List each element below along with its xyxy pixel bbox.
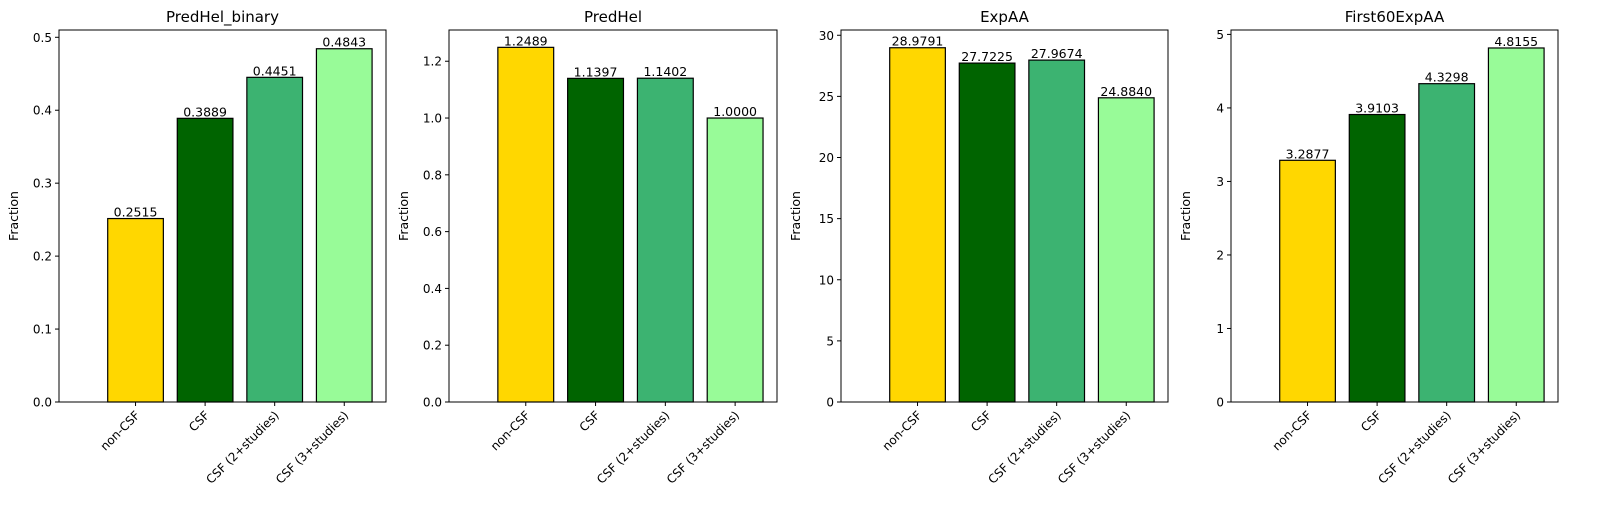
bar-value-label: 0.3889 xyxy=(183,104,227,119)
y-tick-label: 30 xyxy=(819,29,834,43)
x-tick-label: non-CSF xyxy=(488,408,533,453)
bar-4 xyxy=(706,117,764,403)
chart-title: PredHel xyxy=(584,8,642,26)
y-tick-label: 5 xyxy=(1216,28,1224,42)
bar-3 xyxy=(636,77,694,403)
bar-4 xyxy=(1097,97,1155,403)
bar-3 xyxy=(1028,59,1086,403)
x-tick-label: CSF xyxy=(577,408,603,434)
axes-frame xyxy=(840,29,1169,403)
bar-value-label: 28.9791 xyxy=(892,34,944,49)
x-tick-label: CSF (2+studies) xyxy=(985,408,1063,486)
bar-2 xyxy=(958,62,1016,403)
bar-value-label: 4.3298 xyxy=(1425,70,1469,85)
bar-2 xyxy=(1348,113,1406,403)
chart-panel-4: 3.2877 3.9103 4.3298 4.8155 0 1 2 3 4 5 non-CSF CSF… xyxy=(1178,8,1559,487)
y-tick-label: 4 xyxy=(1216,101,1224,115)
bar-value-label: 0.4843 xyxy=(322,35,366,50)
chart-title: PredHel_binary xyxy=(166,8,279,27)
x-tick-label: CSF (3+studies) xyxy=(1055,408,1133,486)
bar-value-label: 24.8840 xyxy=(1100,84,1152,99)
bar-value-label: 1.2489 xyxy=(504,33,548,48)
y-tick-label: 0.6 xyxy=(423,225,442,239)
y-axis-label: Fraction xyxy=(396,191,411,241)
x-tick-label: CSF (3+studies) xyxy=(1445,408,1523,486)
y-tick-label: 15 xyxy=(819,212,834,226)
y-tick-label: 25 xyxy=(819,90,834,104)
chart-title: ExpAA xyxy=(980,8,1030,26)
bar-1 xyxy=(889,47,946,403)
bar-1 xyxy=(1279,159,1336,403)
y-axis-label: Fraction xyxy=(6,191,21,241)
y-tick-label: 0.5 xyxy=(33,31,52,45)
bar-value-label: 1.1402 xyxy=(643,64,687,79)
y-tick-label: 5 xyxy=(826,334,834,348)
bar-2 xyxy=(176,117,234,403)
bar-1 xyxy=(497,46,555,403)
bar-value-label: 3.9103 xyxy=(1355,101,1399,116)
y-tick-label: 0.2 xyxy=(423,339,442,353)
y-tick-label: 10 xyxy=(819,273,834,287)
y-tick-label: 20 xyxy=(819,151,834,165)
y-tick-label: 0 xyxy=(1216,396,1224,410)
bar-4 xyxy=(315,48,373,403)
x-tick-label: non-CSF xyxy=(98,408,143,453)
x-tick-label: CSF xyxy=(186,408,212,434)
y-tick-label: 3 xyxy=(1216,175,1224,189)
bar-value-label: 1.1397 xyxy=(574,64,618,79)
y-tick-label: 1.0 xyxy=(423,112,442,126)
y-axis-label: Fraction xyxy=(1178,191,1193,241)
axes-frame xyxy=(448,29,778,403)
bar-value-label: 1.0000 xyxy=(713,104,757,119)
x-tick-label: CSF (2+studies) xyxy=(1375,408,1453,486)
y-tick-label: 0.0 xyxy=(423,396,442,410)
y-tick-label: 0 xyxy=(826,396,834,410)
y-tick-label: 1 xyxy=(1216,322,1224,336)
y-tick-label: 1.2 xyxy=(423,55,442,69)
bar-value-label: 3.2877 xyxy=(1286,146,1330,161)
y-tick-label: 0.4 xyxy=(423,282,442,296)
x-tick-label: CSF (3+studies) xyxy=(273,408,351,486)
y-tick-label: 0.1 xyxy=(33,323,52,337)
chart-panel-2: 1.2489 1.1397 1.1402 1.0000 0.0 0.2 0.4 0.6 0.8 1… xyxy=(396,8,778,487)
x-tick-label: CSF xyxy=(968,408,994,434)
y-tick-label: 2 xyxy=(1216,248,1224,262)
x-tick-label: CSF (2+studies) xyxy=(203,408,281,486)
bar-3 xyxy=(1418,83,1476,403)
bar-4 xyxy=(1487,47,1545,403)
bar-value-label: 0.4451 xyxy=(253,63,297,78)
x-tick-label: CSF xyxy=(1358,408,1384,434)
axes-frame xyxy=(1230,29,1559,403)
bar-3 xyxy=(246,76,304,403)
bar-value-label: 0.2515 xyxy=(114,205,158,220)
y-tick-label: 0.8 xyxy=(423,168,442,182)
bar-1 xyxy=(107,217,164,403)
bar-value-label: 27.7225 xyxy=(961,49,1013,64)
y-tick-label: 0.0 xyxy=(33,396,52,410)
y-tick-label: 0.2 xyxy=(33,250,52,264)
x-tick-label: non-CSF xyxy=(1270,408,1315,453)
y-axis-label: Fraction xyxy=(788,191,803,241)
x-tick-label: CSF (2+studies) xyxy=(594,408,672,486)
bar-2 xyxy=(567,77,625,403)
chart-title: First60ExpAA xyxy=(1345,8,1445,26)
y-tick-label: 0.3 xyxy=(33,177,52,191)
x-tick-label: non-CSF xyxy=(880,408,925,453)
x-tick-label: CSF (3+studies) xyxy=(664,408,742,486)
chart-panel-3: 28.9791 27.7225 27.9674 24.8840 0 5 10 15 20 25 30… xyxy=(788,8,1169,487)
y-tick-label: 0.4 xyxy=(33,104,52,118)
axes-frame xyxy=(58,29,387,403)
chart-panel-1: 0.2515 0.3889 0.4451 0.4843 0.0 0.1 0.2 0.3 0.4 0… xyxy=(6,8,387,487)
bar-value-label: 27.9674 xyxy=(1031,46,1083,61)
bar-value-label: 4.8155 xyxy=(1494,34,1538,49)
